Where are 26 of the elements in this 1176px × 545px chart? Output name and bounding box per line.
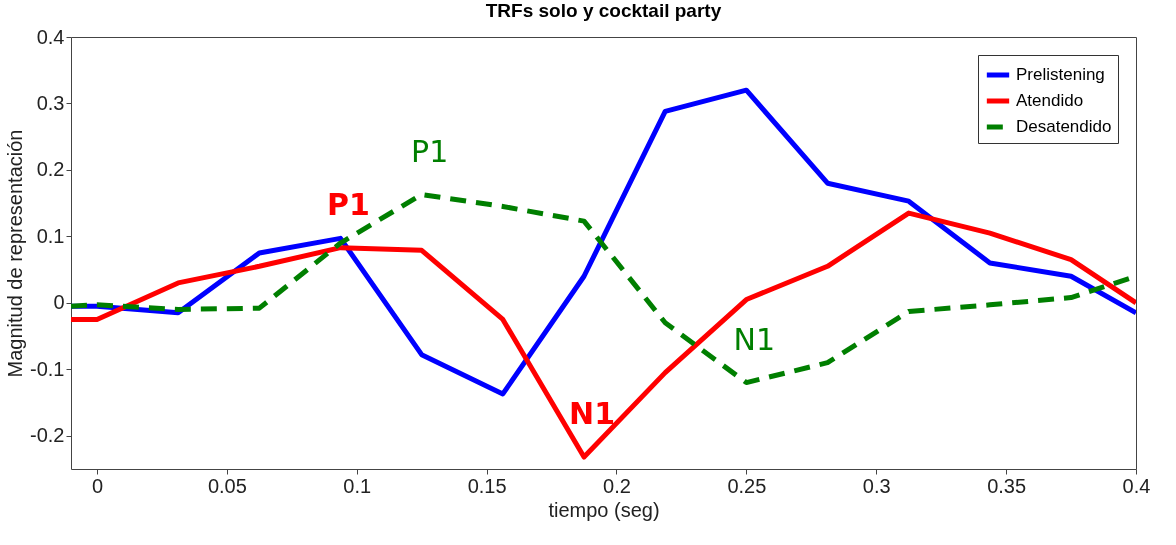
y-tick-label: 0	[53, 291, 65, 314]
legend-label: Atendido	[1016, 91, 1084, 110]
x-tick-label: 0.15	[467, 474, 507, 497]
x-tick-label: 0	[91, 474, 104, 497]
x-tick-label: 0.1	[343, 474, 372, 497]
annotation: N1	[733, 321, 776, 357]
x-axis-title: tiempo (seg)	[548, 498, 660, 521]
y-tick-label: 0.1	[36, 224, 65, 247]
x-tick-label: 0.2	[603, 474, 631, 497]
x-tick-label: 0.3	[862, 474, 891, 497]
x-tick-label: 0.35	[987, 474, 1027, 497]
chart-title: TRFs solo y cocktail party	[485, 0, 722, 21]
legend-label: Desatendido	[1016, 117, 1112, 136]
legend-label: Prelistening	[1016, 65, 1105, 84]
x-tick-label: 0.05	[207, 474, 247, 497]
x-tick-label: 0.25	[727, 474, 767, 497]
y-axis-title: Magnitud de representación	[4, 129, 27, 378]
y-tick-label: -0.1	[30, 357, 65, 380]
y-tick-label: 0.2	[36, 158, 65, 181]
annotation: P1	[327, 186, 370, 222]
annotation: P1	[411, 133, 449, 169]
y-tick-label: -0.2	[30, 424, 65, 447]
annotation: N1	[569, 396, 616, 432]
x-tick-label: 0.4	[1122, 474, 1151, 497]
y-tick-label: 0.3	[36, 91, 65, 114]
y-tick-label: 0.4	[36, 25, 65, 48]
